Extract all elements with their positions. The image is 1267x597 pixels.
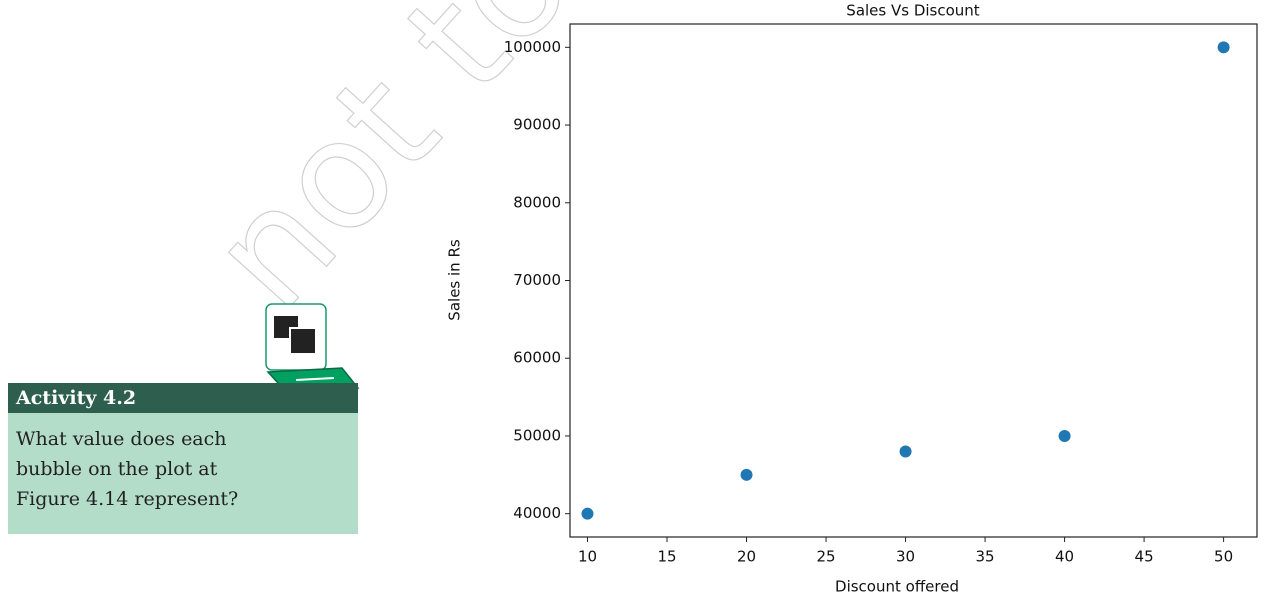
activity-text: Figure 4.14 represent? [16, 488, 238, 510]
point [899, 445, 912, 458]
y-tick-label: 80000 [513, 193, 561, 211]
y-axis-label: Sales in Rs [446, 239, 464, 321]
x-tick-label: 40 [1055, 548, 1074, 566]
y-tick-label: 40000 [513, 504, 561, 522]
watermark: not to be [178, 0, 762, 342]
point [740, 468, 753, 481]
activity-icon [265, 303, 360, 395]
chart-title: Sales Vs Discount [846, 2, 980, 20]
activity-title: Activity 4.2 [15, 387, 136, 409]
x-tick-label: 15 [657, 548, 676, 566]
x-tick-label: 30 [896, 548, 915, 566]
y-tick-label: 70000 [513, 271, 561, 289]
x-tick-label: 35 [976, 548, 995, 566]
y-tick-label: 50000 [513, 426, 561, 444]
activity-text: What value does each [16, 428, 227, 450]
x-tick-label: 45 [1135, 548, 1154, 566]
point [581, 507, 594, 520]
y-tick-label: 100000 [504, 38, 561, 56]
y-tick-label: 60000 [513, 349, 561, 367]
x-axis-label: Discount offered [835, 578, 959, 596]
y-tick-label: 90000 [513, 116, 561, 134]
point [1058, 429, 1071, 442]
point [1217, 41, 1230, 54]
plot-frame [569, 23, 1258, 538]
x-tick-label: 25 [816, 548, 835, 566]
activity-header [8, 383, 358, 413]
x-tick-label: 20 [737, 548, 756, 566]
activity-body [8, 413, 358, 534]
activity-text: bubble on the plot at [16, 458, 218, 480]
x-tick-label: 10 [578, 548, 597, 566]
x-tick-label: 50 [1214, 548, 1233, 566]
